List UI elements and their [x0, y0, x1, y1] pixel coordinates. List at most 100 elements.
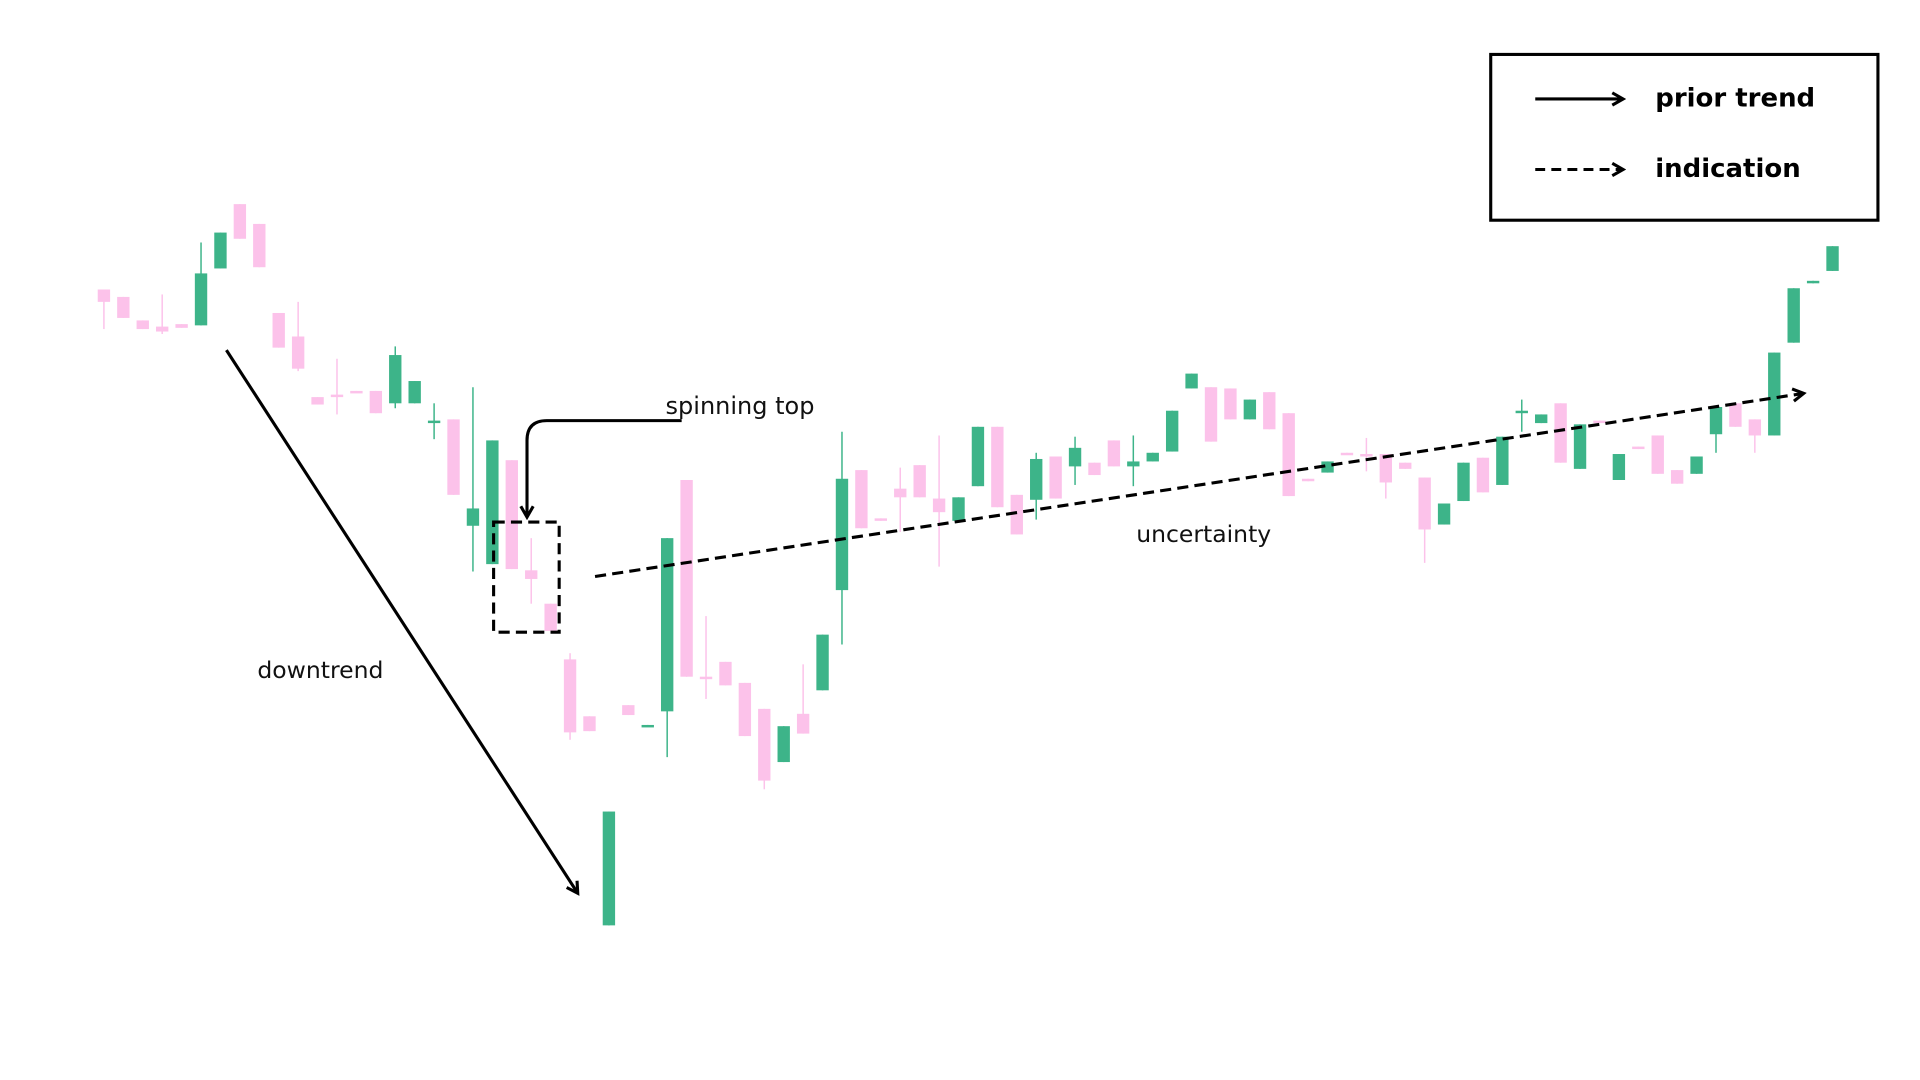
- candle-body: [291, 336, 305, 369]
- candle-body: [175, 324, 188, 328]
- candle-body: [389, 355, 402, 404]
- candle-body: [1340, 452, 1354, 456]
- candle-body: [1632, 446, 1645, 450]
- candle-body: [563, 659, 577, 733]
- candle-body: [855, 470, 868, 529]
- indication-arrow: [594, 387, 1807, 579]
- candle-body: [466, 508, 480, 526]
- annotation: uncertainty: [1136, 520, 1271, 548]
- candle-body: [1690, 456, 1703, 474]
- candle-body: [1088, 462, 1101, 476]
- candle-body: [758, 708, 771, 781]
- candle-body: [932, 498, 946, 513]
- candle-body: [1515, 410, 1528, 414]
- candle-body: [1729, 403, 1742, 427]
- candle-body: [680, 480, 693, 677]
- candle-body: [1030, 458, 1043, 500]
- candle-body: [602, 811, 616, 926]
- candle-body: [253, 223, 266, 268]
- candle-body: [1651, 435, 1664, 474]
- pointer-arrow: [519, 419, 682, 521]
- annotation: downtrend: [257, 656, 383, 684]
- candle-body: [719, 661, 732, 686]
- candle-body: [1612, 454, 1626, 480]
- candle-body: [991, 426, 1004, 508]
- legend-box: [1489, 52, 1880, 222]
- candle-body: [913, 465, 926, 498]
- candle-body: [1243, 399, 1257, 420]
- candle-body: [330, 394, 344, 398]
- candle-body: [1709, 407, 1723, 435]
- candle-body: [622, 705, 635, 716]
- candle-body: [1593, 420, 1606, 424]
- candle-body: [777, 726, 790, 763]
- candle-body: [1437, 503, 1451, 525]
- candle-body: [894, 488, 907, 498]
- candle-body: [1263, 392, 1276, 430]
- candle-body: [486, 440, 499, 565]
- candle-body: [1535, 414, 1548, 424]
- candle-body: [1068, 447, 1082, 467]
- annotation: spinning top: [665, 392, 815, 420]
- candle-body: [1224, 388, 1237, 420]
- candle-body: [660, 538, 674, 712]
- legend: prior trend indication: [1535, 83, 1815, 184]
- candle-body: [1379, 454, 1392, 483]
- candle-body: [369, 390, 383, 414]
- candle-body: [1360, 454, 1373, 457]
- highlight-box: [492, 520, 561, 634]
- candle-body: [525, 570, 538, 579]
- candles: [97, 204, 1839, 926]
- candle-body: [1418, 477, 1431, 530]
- candle-body: [952, 497, 965, 521]
- candle-body: [1399, 462, 1412, 469]
- candle-body: [272, 312, 285, 348]
- candle-body: [971, 426, 985, 487]
- candle-body: [699, 676, 713, 680]
- candle-body: [427, 420, 441, 424]
- candle-body: [350, 390, 363, 394]
- candle-body: [136, 320, 149, 330]
- candle-body: [1457, 462, 1470, 502]
- candle-body: [1670, 470, 1684, 484]
- candle-body: [311, 397, 324, 405]
- candle-body: [1321, 461, 1334, 473]
- candle-body: [233, 204, 247, 239]
- candle-body: [214, 232, 227, 269]
- candle-body: [1107, 440, 1121, 467]
- candle-body: [1010, 494, 1023, 535]
- candle-body: [1748, 419, 1762, 436]
- candle-body: [1806, 280, 1820, 284]
- candle-body: [1165, 410, 1179, 452]
- candle-body: [835, 478, 849, 591]
- candle-body: [1301, 478, 1315, 482]
- candle-body: [583, 716, 596, 732]
- legend-label: prior trend: [1655, 83, 1815, 113]
- candle-body: [97, 289, 111, 302]
- annotations: downtrend uncertainty: [257, 520, 1271, 684]
- candle-body: [816, 634, 829, 691]
- candle-body: [1826, 246, 1839, 271]
- candle-body: [1554, 403, 1567, 463]
- candle-body: [408, 381, 421, 404]
- candle-body: [641, 724, 654, 728]
- candle-body: [1476, 457, 1490, 493]
- candle-body: [194, 273, 208, 326]
- candle-body: [156, 326, 169, 332]
- candle-body: [1496, 436, 1509, 485]
- candle-body: [1787, 288, 1800, 343]
- candle-body: [505, 460, 518, 570]
- candle-body: [544, 603, 557, 631]
- candle-body: [1768, 352, 1781, 436]
- candle-body: [1146, 452, 1159, 462]
- candle-body: [874, 518, 888, 521]
- candle-body: [796, 713, 810, 734]
- candle-body: [1204, 387, 1218, 442]
- candle-body: [738, 682, 752, 737]
- candle-body: [447, 419, 460, 495]
- downtrend-arrow: [225, 349, 580, 896]
- candle-body: [117, 296, 130, 318]
- candle-body: [1127, 461, 1140, 467]
